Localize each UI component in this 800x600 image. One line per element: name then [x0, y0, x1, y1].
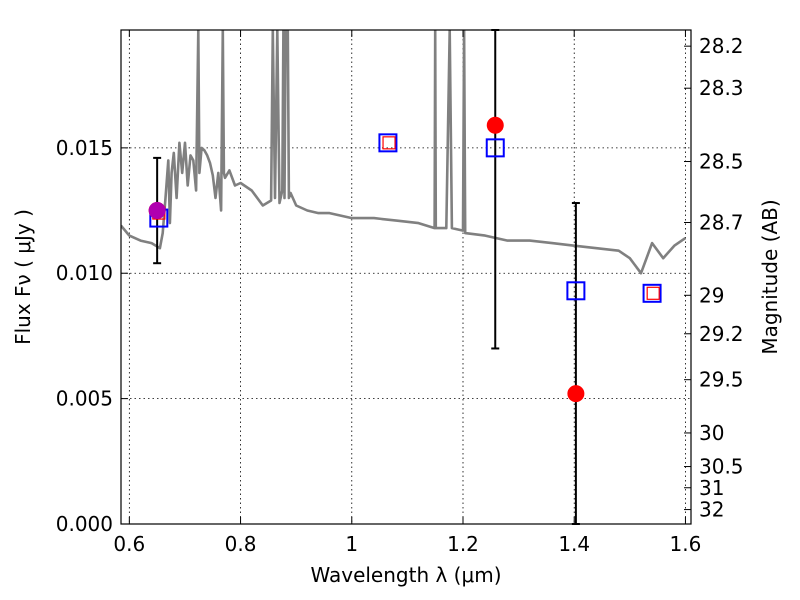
y2-axis-label: Magnitude (AB): [758, 199, 782, 354]
mag-tick-label: 29.5: [699, 368, 744, 392]
flux-point: [567, 385, 585, 403]
y-tick-label: 0.010: [56, 261, 113, 285]
x-tick-label: 1.2: [447, 532, 479, 556]
x-axis-label: Wavelength λ (μm): [310, 563, 501, 587]
y-tick-label: 0.015: [56, 136, 113, 160]
mag-tick-label: 32: [699, 498, 724, 522]
y-axis-label: Flux Fν ( μJy ): [11, 209, 35, 345]
x-tick-label: 0.8: [225, 532, 257, 556]
y-tick-label: 0.000: [56, 512, 113, 536]
x-tick-label: 1: [345, 532, 358, 556]
mag-tick-label: 28.7: [699, 211, 744, 235]
mag-tick-label: 28.3: [699, 76, 744, 100]
x-tick-label: 1.6: [670, 532, 702, 556]
mag-tick-label: 31: [699, 476, 724, 500]
sed-model-line: [121, 30, 687, 275]
x-tick-label: 1.4: [558, 532, 590, 556]
model-photometry-square: [642, 283, 662, 303]
x-tick-label: 0.6: [113, 532, 145, 556]
plot-area: [121, 30, 687, 275]
model-photometry-square: [485, 138, 505, 158]
mag-tick-label: 30.5: [699, 455, 744, 479]
axis-tick-labels: 0.6 0.8 1 1.2 1.4 1.6 0.000 0.005 0.010 0.015 28.2…: [56, 34, 744, 556]
limit-square: [646, 286, 660, 300]
plot-frame: [120, 29, 692, 525]
model-photometry-square: [378, 133, 398, 153]
mag-tick-label: 30: [699, 421, 724, 445]
mag-tick-label: 29: [699, 283, 724, 307]
flux-point: [148, 202, 166, 220]
flux-point: [486, 116, 504, 134]
limit-square: [382, 136, 396, 150]
y-tick-label: 0.005: [56, 387, 113, 411]
mag-tick-label: 29.2: [699, 322, 744, 346]
mag-tick-label: 28.2: [699, 34, 744, 58]
mag-tick-label: 28.5: [699, 150, 744, 174]
axis-ticks: [121, 30, 691, 525]
model-photometry-square: [566, 281, 586, 301]
